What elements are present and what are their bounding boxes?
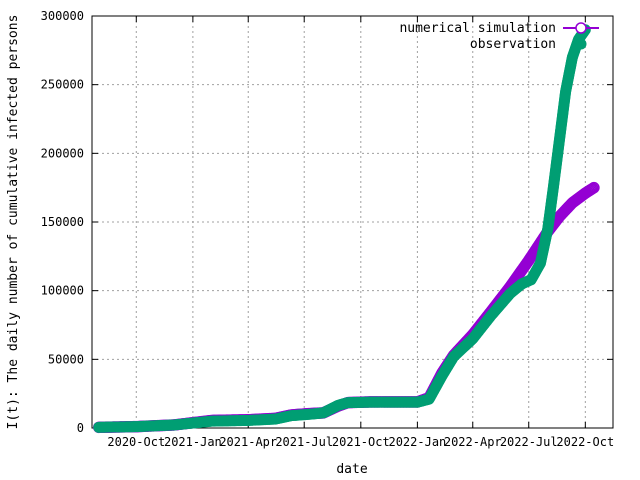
x-tick-label: 2020-Oct [107,435,165,449]
legend-label: observation [470,37,556,52]
x-axis-label: date [336,462,367,477]
legend-marker [575,22,587,34]
y-axis-ticks: 0 50000 100000 150000 200000 250000 300000 [41,9,613,435]
x-tick-label: 2022-Oct [556,435,614,449]
grid [92,16,613,428]
legend-label: numerical simulation [399,21,556,36]
y-tick-label: 300000 [41,9,84,23]
y-tick-label: 0 [77,421,84,435]
y-tick-label: 150000 [41,215,84,229]
y-tick-label: 100000 [41,284,84,298]
x-tick-label: 2022-Jan [388,435,446,449]
x-tick-label: 2021-Jan [164,435,222,449]
y-tick-label: 250000 [41,78,84,92]
y-tick-label: 200000 [41,146,84,160]
x-tick-label: 2022-Jul [500,435,558,449]
x-tick-label: 2021-Jul [275,435,333,449]
y-tick-label: 50000 [48,352,84,366]
legend-marker [575,38,587,50]
data-point [588,181,600,194]
x-tick-label: 2022-Apr [444,435,502,449]
x-tick-label: 2021-Apr [219,435,277,449]
series-numerical-simulation [93,181,600,434]
series-layer [93,24,600,434]
x-tick-label: 2021-Oct [332,435,390,449]
y-axis-label: I(t): The daily number of cumulative inf… [6,15,21,430]
series-observation [93,24,591,433]
x-axis-ticks: 2020-Oct2021-Jan2021-Apr2021-Jul2021-Oct… [107,16,614,449]
